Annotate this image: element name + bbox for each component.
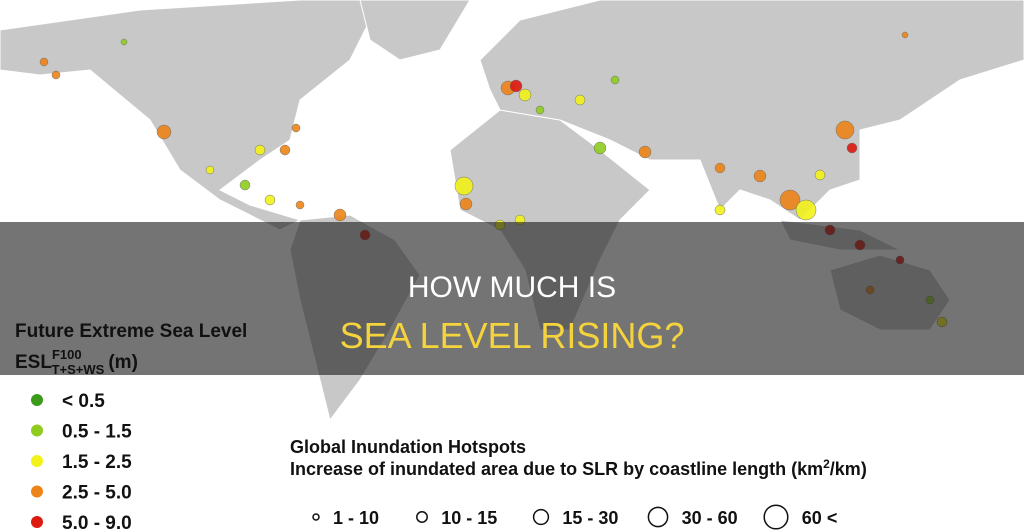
dot (814, 169, 826, 181)
legend-label: 0.5 - 1.5 (62, 422, 132, 443)
legend-swatch (31, 424, 43, 437)
size-swatch (416, 511, 428, 523)
dot (39, 57, 49, 67)
dot (779, 189, 801, 211)
size-swatch (312, 513, 320, 521)
dot (205, 165, 215, 175)
dot (901, 31, 909, 39)
dot (714, 162, 726, 174)
legend-title: Future Extreme Sea Level (15, 321, 247, 342)
dot (518, 88, 532, 102)
size-label: 15 - 30 (562, 508, 618, 528)
title-band (0, 222, 1024, 375)
hotspots-subtitle: Increase of inundated area due to SLR by… (290, 457, 867, 479)
legend-swatch (31, 394, 43, 406)
size-swatch (763, 504, 789, 530)
dot (593, 141, 607, 155)
dot (333, 208, 347, 222)
eurasia (479, 0, 1024, 221)
size-swatch (647, 506, 669, 528)
size-label: 30 - 60 (682, 508, 738, 528)
dot (254, 144, 266, 156)
sup: 2 (823, 457, 830, 471)
legend-swatch (31, 455, 43, 467)
dot (291, 123, 301, 133)
legend-label: < 0.5 (62, 391, 105, 412)
legend-label: 1.5 - 2.5 (62, 452, 132, 473)
legend-swatch (31, 516, 43, 528)
dot (638, 145, 652, 159)
dot (795, 199, 817, 221)
tail: /km) (830, 459, 867, 479)
legend-subtitle: ESLF100 T+S+WS (m) (15, 347, 138, 377)
legend-items: < 0.5 0.5 - 1.5 1.5 - 2.5 2.5 - 5.0 5.0 - 9.… (31, 391, 132, 531)
title-line-2: SEA LEVEL RISING? (340, 315, 685, 356)
subtitle: Increase of inundated area due to SLR by… (290, 459, 823, 479)
symbol: ESL (15, 352, 52, 373)
dot (239, 179, 251, 191)
dot (535, 105, 545, 115)
legend-label: 5.0 - 9.0 (62, 513, 132, 531)
dot (459, 197, 473, 211)
size-label: 1 - 10 (333, 508, 379, 528)
greenland (359, 0, 471, 61)
dot (279, 144, 291, 156)
legend-label: 2.5 - 5.0 (62, 483, 132, 504)
dot (714, 204, 726, 216)
dot (120, 38, 128, 46)
dot (753, 169, 767, 183)
dot (51, 70, 61, 80)
sub: T+S+WS (52, 362, 105, 377)
dot (454, 176, 474, 196)
size-swatch (532, 508, 550, 526)
size-label: 60 < (802, 508, 838, 528)
dot (264, 194, 276, 206)
hotspots-title: Global Inundation Hotspots (290, 437, 526, 457)
dot (610, 75, 620, 85)
title-line-1: HOW MUCH IS (408, 271, 616, 304)
dot (835, 120, 855, 140)
north-america (0, 0, 381, 231)
unit: (m) (108, 352, 138, 373)
size-label: 10 - 15 (441, 508, 497, 528)
size-legend: 1 - 10 10 - 15 15 - 30 30 - 60 60 < (312, 504, 838, 530)
legend-swatch (31, 485, 43, 498)
dot (156, 124, 172, 140)
sup: F100 (52, 347, 82, 362)
dot (295, 200, 305, 210)
dot (509, 79, 523, 93)
dot (574, 94, 586, 106)
dot (846, 142, 858, 154)
